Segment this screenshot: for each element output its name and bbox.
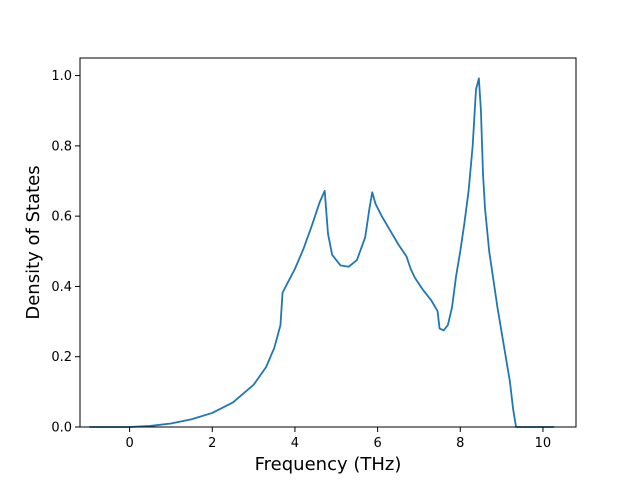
y-tick-label: 0.0 — [51, 421, 72, 436]
y-axis-title: Density of States — [23, 165, 44, 319]
y-tick-label: 1.0 — [51, 69, 72, 84]
y-tick-label: 0.8 — [51, 139, 72, 154]
x-tick-label: 8 — [456, 436, 464, 451]
dos-series-line — [89, 77, 555, 428]
x-tick-label: 0 — [125, 436, 133, 451]
x-tick-label: 2 — [208, 436, 216, 451]
x-axis-title: Frequency (THz) — [255, 454, 402, 475]
y-tick-label: 0.6 — [51, 210, 72, 225]
x-tick-label: 6 — [373, 436, 381, 451]
y-tick-label: 0.2 — [51, 350, 72, 365]
axis-ticks: 0 2 4 6 8 10 0.0 0.2 0.4 0.6 0.8 1.0 — [51, 69, 551, 451]
axes-frame — [79, 57, 577, 428]
y-tick-label: 0.4 — [51, 280, 72, 295]
plot-area — [89, 77, 555, 428]
x-tick-label: 10 — [535, 436, 552, 451]
x-tick-label: 4 — [291, 436, 299, 451]
